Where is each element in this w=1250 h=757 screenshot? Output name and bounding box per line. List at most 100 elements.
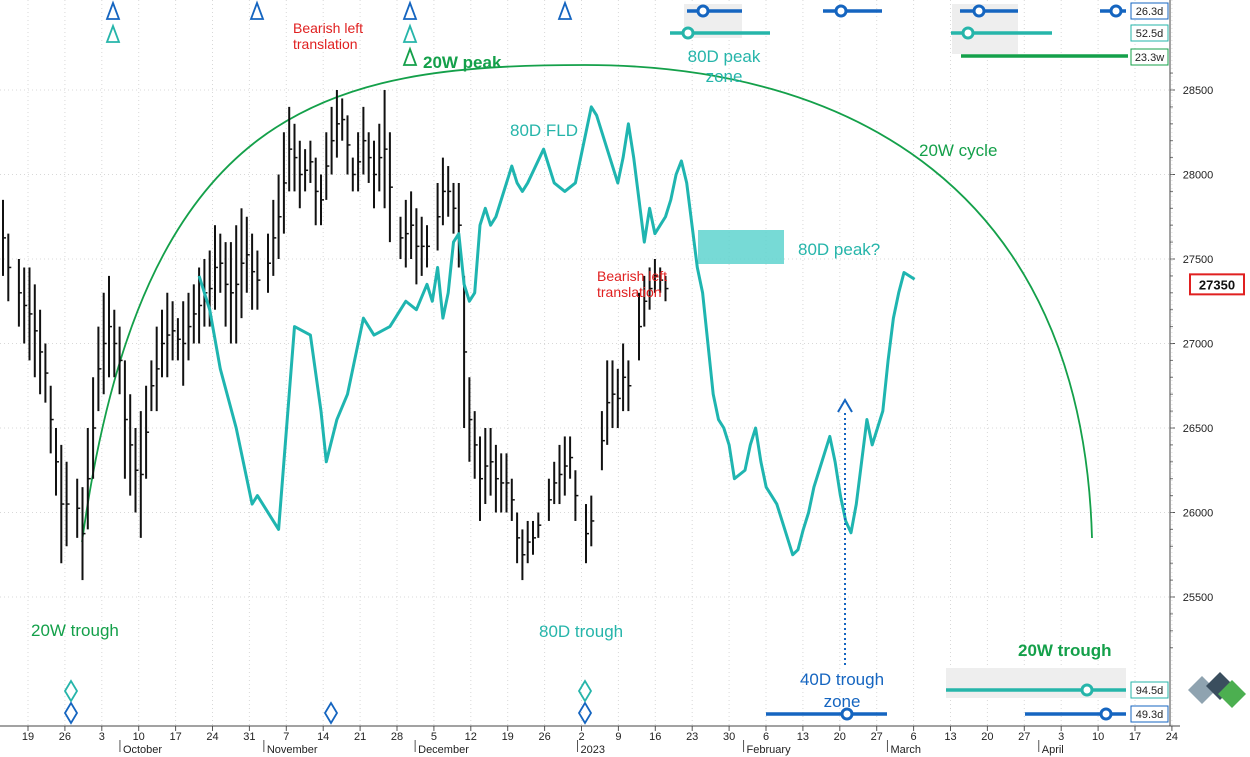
y-tick-label: 26500 [1183,423,1214,435]
period-label-23w: 23.3w [1135,52,1164,64]
grid-lines [0,0,1173,726]
peak-marker-triangle [557,0,573,20]
x-tick-label: 19 [502,731,514,743]
range-bar-blue-handle [834,4,848,18]
x-tick-label: 12 [465,731,477,743]
x-tick-label: 17 [1129,731,1141,743]
label-80d-fld: 80D FLD [510,121,578,140]
trough-marker-diamond [323,701,339,725]
label-20w-trough-right: 20W trough [1018,641,1112,660]
trough-marker-diamond [63,679,79,703]
annotations: 20W peak 20W trough 20W trough 80D FLD 80D p… [31,20,1246,711]
x-tick-label: 6 [911,731,917,743]
x-tick-label: 3 [1058,731,1064,743]
trough-zone-shade [946,668,1126,698]
month-label: December [418,744,469,756]
label-bearish-left-translation-2: Bearish left translation [597,268,667,300]
range-bar-blue-handle [1099,707,1113,721]
y-tick-label: 27000 [1183,339,1214,351]
y-tick-label: 28500 [1183,85,1214,97]
month-label: October [123,744,162,756]
period-label-52d: 52.5d [1136,28,1164,40]
label-80d-trough: 80D trough [539,622,623,641]
x-tick-label: 14 [317,731,329,743]
x-tick-label: 20 [834,731,846,743]
x-tick-label: 10 [1092,731,1104,743]
cycle-markers: 26.3d 52.5d 23.3w 94.5d 49.3d [63,0,1169,725]
brand-logo [1188,672,1246,708]
peak-marker-triangle [105,23,121,43]
peak-marker-triangle [402,0,418,20]
y-tick-label: 26000 [1183,508,1214,520]
period-label-26d: 26.3d [1136,6,1164,18]
month-label: February [747,744,792,756]
x-tick-label: 27 [1018,731,1030,743]
range-bar-teal-handle [681,26,695,40]
x-tick-label: 26 [538,731,550,743]
range-bar-blue-handle [696,4,710,18]
label-20w-trough-left: 20W trough [31,621,119,640]
label-20w-peak: 20W peak [423,53,502,72]
period-label-23w-box [1130,48,1169,66]
x-tick-label: 2 [578,731,584,743]
month-label: 2023 [581,744,605,756]
x-tick-label: 13 [797,731,809,743]
x-tick-label: 7 [283,731,289,743]
range-bar-teal-handle [1080,683,1094,697]
peak-80d-zone-box [698,230,784,264]
x-tick-label: 13 [944,731,956,743]
label-80d-peak-question: 80D peak? [798,240,880,259]
x-tick-label: 3 [99,731,105,743]
y-tick-label: 27500 [1183,254,1214,266]
range-bar-teal-handle [961,26,975,40]
period-label-49d: 49.3d [1136,709,1164,721]
trough-40d-arrow-head [837,398,853,413]
label-bearish-left-translation-1: Bearish left translation [293,20,363,52]
label-40d-trough-zone: 40D trough zone [800,670,884,711]
month-label: November [267,744,318,756]
x-tick-label: 31 [243,731,255,743]
cycle-arc-20w [81,64,1093,543]
last-price-label: 27350 [1199,277,1235,292]
trough-marker-diamond [577,701,593,725]
period-label-26d-box [1130,2,1169,20]
x-tick-label: 30 [723,731,735,743]
trough-marker-diamond [63,701,79,725]
period-label-94d: 94.5d [1136,685,1164,697]
x-tick-label: 21 [354,731,366,743]
x-tick-label: 23 [686,731,698,743]
price-bars [2,90,669,581]
peak-marker-triangle [402,23,418,43]
peak-marker-triangle [402,46,418,66]
label-20w-cycle: 20W cycle [919,141,997,160]
period-label-94d-box [1130,681,1169,699]
x-tick-label: 6 [763,731,769,743]
x-tick-label: 16 [649,731,661,743]
peak-marker-triangle [249,0,265,20]
month-label: March [890,744,921,756]
fld-80d-line [197,105,916,557]
x-tick-label: 26 [59,731,71,743]
fld-line-layer [197,105,916,557]
y-tick-label: 28000 [1183,170,1214,182]
x-tick-label: 5 [431,731,437,743]
x-tick-label: 24 [206,731,218,743]
x-tick-label: 10 [133,731,145,743]
month-label: April [1042,744,1064,756]
period-label-49d-box [1130,705,1169,723]
x-tick-label: 17 [169,731,181,743]
period-label-52d-box [1130,24,1169,42]
x-tick-label: 28 [391,731,403,743]
cycle-arc-layer [81,64,1093,543]
x-tick-label: 9 [615,731,621,743]
range-bar-blue-handle [840,707,854,721]
x-tick-label: 19 [22,731,34,743]
last-price-box [1189,273,1245,296]
x-tick-label: 20 [981,731,993,743]
peak-marker-triangle [105,0,121,20]
y-tick-label: 25500 [1183,592,1214,604]
logo-shape [1218,680,1246,708]
